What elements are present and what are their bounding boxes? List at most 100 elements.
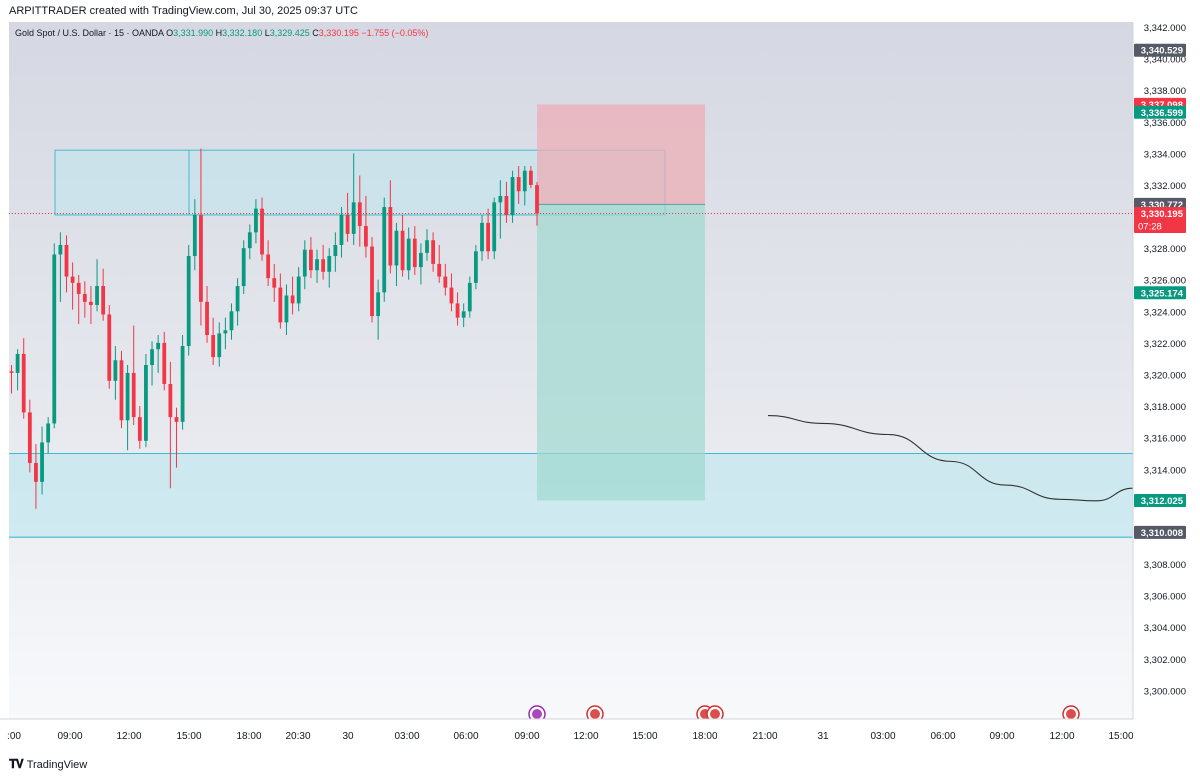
price-tick-label: 3,316.000 (1144, 434, 1186, 445)
candle-body (205, 301, 209, 336)
candle (467, 276, 472, 318)
price-tick-label: 3,332.000 (1144, 181, 1186, 192)
candle-body (107, 314, 112, 381)
tradingview-logo-icon: 𝐓𝐕 (9, 757, 24, 771)
time-tick-label: 06:00 (453, 731, 478, 742)
price-tick-label: 3,322.000 (1144, 339, 1186, 350)
candle (315, 249, 319, 283)
candle-body (52, 254, 57, 424)
price-label-text: 3,310.008 (1141, 528, 1183, 539)
time-tick-label: 03:00 (394, 731, 419, 742)
candle (131, 325, 136, 426)
candle-body (425, 240, 429, 253)
candle-body (15, 353, 20, 373)
candle (168, 361, 173, 489)
candle (351, 153, 356, 245)
candle (431, 232, 436, 272)
time-tick-label: 12:00 (573, 731, 598, 742)
candle-body (144, 365, 148, 441)
candle-body (34, 462, 38, 482)
candle-body (388, 207, 393, 266)
price-label-bg (1134, 286, 1186, 300)
us-flag-event-icon (586, 705, 604, 723)
price-label-bg (1134, 206, 1186, 233)
candle-body (461, 311, 466, 318)
price-tick-label: 3,320.000 (1144, 370, 1186, 381)
event-icon-core (1066, 709, 1076, 719)
price-axis: 3,342.0003,340.0003,338.0003,336.0003,33… (1132, 0, 1200, 751)
candle-body (278, 287, 283, 323)
candle (186, 244, 191, 356)
candle (52, 243, 57, 429)
price-label-bg (1134, 493, 1186, 507)
price-tick-label: 3,334.000 (1144, 149, 1186, 160)
candle (144, 353, 148, 448)
candle-body (290, 295, 295, 304)
candle-body (504, 196, 509, 215)
candle (272, 263, 277, 302)
price-tick-label: 3,318.000 (1144, 402, 1186, 413)
price-label: 3,312.025 (1134, 493, 1186, 507)
candle (510, 170, 515, 223)
candle-body (27, 412, 32, 463)
price-tick-label: 3,338.000 (1144, 86, 1186, 97)
countdown-label: 07:28 (1138, 221, 1162, 232)
candle-body (327, 256, 332, 272)
candle (156, 335, 161, 373)
candle-body (382, 207, 387, 293)
candle-body (443, 276, 448, 288)
candle (345, 192, 350, 242)
candle-body (492, 202, 497, 252)
candle (217, 322, 222, 367)
price-label-text: 3,312.025 (1141, 496, 1184, 507)
candle-body (321, 259, 326, 272)
candle (113, 346, 118, 400)
ohlc-close: C3,330.195 (312, 28, 359, 38)
candle (327, 248, 332, 288)
candle-body (162, 342, 167, 384)
candle-body (431, 240, 436, 264)
price-label-bg (1134, 105, 1186, 119)
time-tick-label: 30 (342, 731, 354, 742)
candle-body (64, 244, 69, 277)
candle-body (455, 303, 460, 318)
candle-body (302, 249, 307, 277)
candle-body (376, 292, 381, 317)
candle-body (315, 259, 319, 271)
candle (461, 303, 466, 328)
candle (58, 232, 63, 302)
candle-body (70, 276, 75, 283)
candle-body (119, 360, 124, 421)
price-change: −1.755 (−0.05%) (361, 28, 429, 38)
time-tick-label: 12:00 (116, 731, 141, 742)
candle-body (449, 287, 454, 304)
candle-body (260, 208, 264, 255)
candle (174, 407, 179, 468)
ohlc-high: H3,332.180 (215, 28, 263, 38)
candle-body (95, 286, 99, 305)
price-tick-label: 3,340.000 (1144, 55, 1186, 66)
candle (321, 244, 326, 280)
candle-body (229, 311, 234, 331)
candle (260, 197, 264, 261)
price-axis-bg (1133, 0, 1200, 751)
take-profit-area (537, 204, 705, 501)
candle (223, 317, 228, 350)
candle-body (357, 202, 362, 227)
price-tick-label: 3,336.000 (1144, 118, 1186, 129)
candle (70, 262, 75, 310)
tradingview-logo[interactable]: 𝐓𝐕 TradingView (9, 757, 87, 772)
candle (9, 365, 14, 394)
event-icon-core (710, 709, 720, 719)
price-tick-label: 3,326.000 (1144, 276, 1186, 287)
candle (419, 243, 423, 285)
price-tick-label: 3,300.000 (1144, 686, 1186, 697)
candle (254, 199, 258, 244)
time-tick-label: 06:00 (930, 731, 955, 742)
candle-body (223, 330, 228, 334)
candle-body (406, 238, 411, 271)
event-icon-core (532, 709, 542, 719)
candle (498, 180, 503, 239)
candle (64, 235, 69, 293)
